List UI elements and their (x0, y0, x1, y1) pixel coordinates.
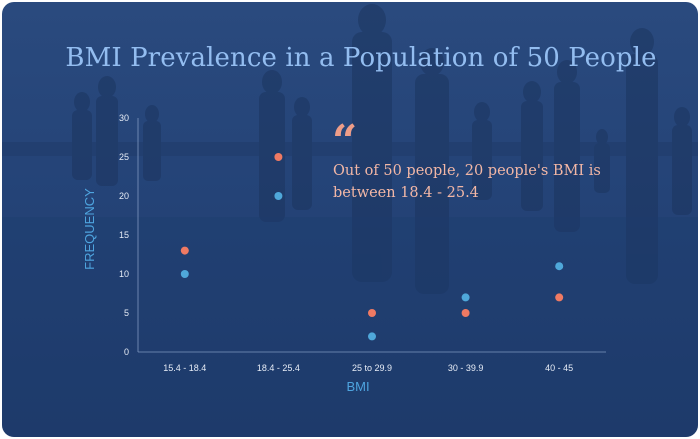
y-tick-label: 30 (119, 113, 129, 123)
data-point-series-1 (180, 270, 189, 278)
quote-icon: “ (332, 116, 358, 167)
y-axis-title: FREQUENCY (82, 188, 97, 270)
x-axis-title: BMI (346, 379, 369, 394)
y-tick-label: 10 (119, 269, 129, 279)
x-tick-label: 18.4 - 25.4 (257, 363, 300, 373)
data-point-series-1 (461, 293, 470, 302)
x-tick-label: 15.4 - 18.4 (163, 363, 206, 373)
y-tick-label: 5 (124, 308, 129, 318)
x-tick-label: 25 to 29.9 (352, 363, 392, 373)
data-point-series-1 (555, 262, 564, 271)
data-point-series-2 (274, 153, 283, 161)
data-point-series-2 (555, 293, 564, 302)
y-tick-label: 25 (119, 152, 129, 162)
callout-text: Out of 50 people, 20 people's BMI is bet… (333, 163, 601, 201)
y-tick-label: 0 (124, 347, 129, 357)
data-point-series-2 (368, 309, 376, 317)
x-tick-label: 30 - 39.9 (448, 363, 484, 373)
chart-title: BMI Prevalence in a Population of 50 Peo… (65, 43, 657, 73)
data-point-series-1 (274, 192, 283, 200)
x-tick-label: 40 - 45 (545, 363, 573, 373)
data-point-series-1 (368, 332, 376, 341)
y-tick-label: 20 (119, 191, 129, 201)
data-point-series-2 (461, 309, 470, 317)
data-point-series-2 (180, 246, 189, 255)
y-tick-label: 15 (119, 230, 129, 240)
